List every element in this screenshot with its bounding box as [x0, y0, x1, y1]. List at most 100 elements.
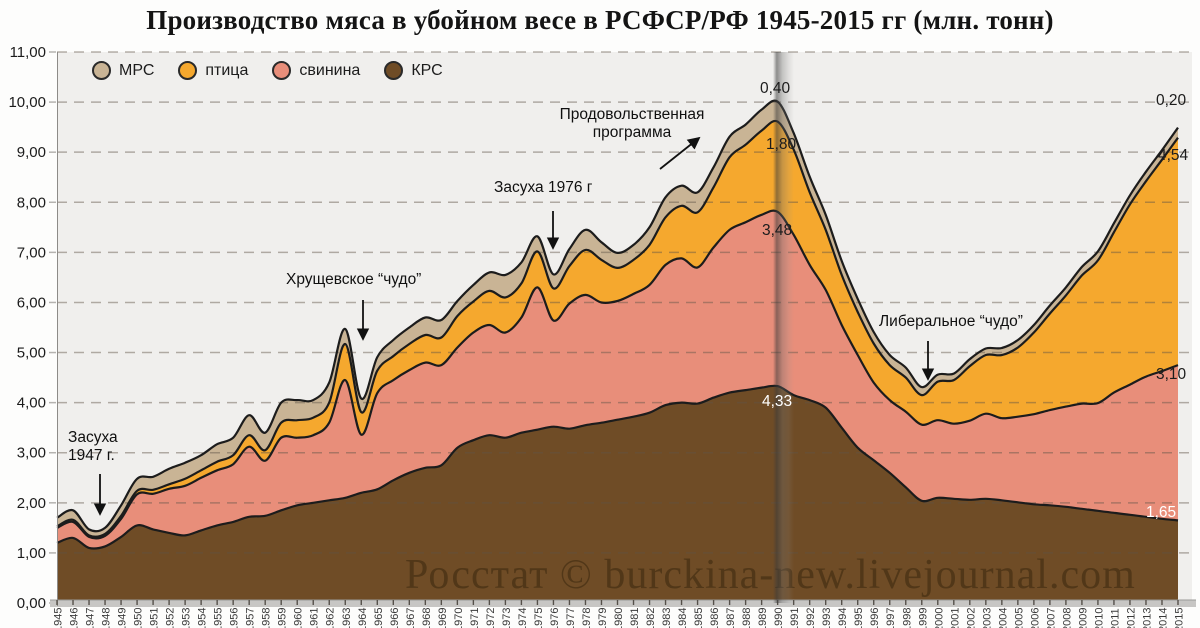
x-axis-label: 1987 — [725, 608, 737, 628]
legend-label: МРС — [119, 61, 155, 79]
y-axis-label: 0,00 — [17, 595, 46, 612]
x-axis-label: 1978 — [581, 608, 593, 628]
value-label-0,40: 0,40 — [760, 80, 791, 97]
value-label-4,33: 4,33 — [762, 393, 793, 410]
x-axis-label: 1999 — [917, 608, 929, 628]
y-axis-label: 5,00 — [17, 345, 46, 362]
x-axis-label: 1977 — [565, 608, 577, 628]
x-axis-label: 1998 — [901, 608, 913, 628]
boundary-КРС — [56, 384, 1179, 550]
x-axis-label: 1963 — [341, 608, 353, 628]
chart-title: Производство мяса в убойном весе в РСФСР… — [146, 5, 1054, 35]
annotation-drought-1947: Засуха 1947 г. — [68, 429, 118, 464]
x-axis-label: 1981 — [629, 608, 641, 628]
legend-label: свинина — [299, 61, 361, 79]
x-axis-label: 1992 — [805, 608, 817, 628]
legend-item-свинина: свинина — [272, 61, 360, 80]
chart-legend: МРС птица свинина КРС — [92, 61, 443, 80]
x-axis-label: 1965 — [373, 608, 385, 628]
x-axis-label: 2009 — [1077, 608, 1089, 628]
y-axis-label: 8,00 — [17, 194, 46, 211]
annotation-arrow-food-program — [659, 136, 701, 170]
x-axis-label: 1948 — [101, 608, 113, 628]
x-axis-label: 2006 — [1029, 608, 1041, 628]
value-label-4,54: 4,54 — [1158, 147, 1189, 164]
x-axis-label: 1949 — [117, 608, 129, 628]
legend-swatch-icon — [272, 61, 292, 80]
x-axis-label: 2004 — [997, 608, 1009, 628]
y-axis-label: 2,00 — [17, 495, 46, 512]
value-label-3,48: 3,48 — [762, 222, 793, 239]
x-axis-bar — [50, 600, 1196, 607]
x-axis-label: 1975 — [533, 608, 545, 628]
y-axis-label: 10,00 — [8, 94, 46, 111]
legend-swatch-icon — [178, 61, 198, 80]
legend-swatch-icon — [92, 61, 111, 80]
x-axis-label: 1958 — [261, 608, 273, 628]
annotation-liberal-miracle: Либеральное “чудо” — [879, 313, 1023, 330]
y-axis-label: 3,00 — [17, 445, 46, 462]
x-axis-label: 2000 — [933, 608, 945, 628]
y-axis-label: 9,00 — [17, 144, 46, 161]
x-axis-label: 1964 — [357, 608, 369, 628]
x-axis-label: 1966 — [389, 608, 401, 628]
value-label-1,80: 1,80 — [766, 136, 797, 153]
x-axis-label: 2008 — [1061, 608, 1073, 628]
x-axis-label: 1947 — [85, 608, 97, 628]
x-axis-label: 1959 — [277, 608, 289, 628]
x-axis-label: 1955 — [213, 608, 225, 628]
legend-label: птица — [205, 61, 249, 79]
x-axis-label: 1951 — [149, 608, 161, 628]
x-axis-label: 1969 — [437, 608, 449, 628]
y-axis-label: 1,00 — [17, 545, 46, 562]
annotation-drought-1976: Засуха 1976 г — [494, 179, 593, 196]
y-axis-label: 4,00 — [17, 395, 46, 412]
value-label-0,20: 0,20 — [1156, 92, 1187, 109]
x-axis-label: 2002 — [965, 608, 977, 628]
x-axis-label: 1994 — [837, 608, 849, 628]
x-axis-label: 1946 — [69, 608, 81, 628]
x-axis-label: 1962 — [325, 608, 337, 628]
x-axis-label: 1995 — [853, 608, 865, 628]
annotation-khrushchev-miracle: Хрущевское “чудо” — [286, 271, 422, 288]
x-axis-label: 1984 — [677, 608, 689, 628]
x-axis-label: 1953 — [181, 608, 193, 628]
value-label-1,65: 1,65 — [1146, 504, 1177, 521]
x-axis-label: 1982 — [645, 608, 657, 628]
legend-item-КРС: КРС — [384, 61, 443, 80]
x-axis-label: 2013 — [1141, 608, 1153, 628]
x-axis-label: 1980 — [613, 608, 625, 628]
x-axis-label: 1990 — [773, 608, 785, 628]
value-label-3,10: 3,10 — [1156, 366, 1187, 383]
x-axis-label: 2015 — [1174, 608, 1186, 628]
x-axis-label: 2001 — [949, 608, 961, 628]
watermark-text: Росстат © burckina-new.livejournal.com — [405, 552, 1136, 598]
x-axis-label: 1972 — [485, 608, 497, 628]
x-axis-label: 1952 — [165, 608, 177, 628]
x-axis-label: 1956 — [229, 608, 241, 628]
x-axis-label: 2012 — [1125, 608, 1137, 628]
annotation-food-program: Продовольственная программа — [559, 106, 705, 141]
x-axis-label: 1988 — [741, 608, 753, 628]
x-axis-label: 1985 — [693, 608, 705, 628]
x-axis-label: 2011 — [1109, 608, 1121, 628]
x-axis-label: 1989 — [757, 608, 769, 628]
y-axis-label: 11,00 — [10, 44, 46, 61]
x-axis-label: 1986 — [709, 608, 721, 628]
boundary-птица — [56, 119, 1179, 538]
x-axis-label: 1991 — [789, 608, 801, 628]
x-axis-label: 2010 — [1093, 608, 1105, 628]
boundary-свинина — [56, 209, 1179, 540]
x-axis-label: 1973 — [501, 608, 513, 628]
legend-item-птица: птица — [178, 61, 248, 80]
legend-item-МРС: МРС — [92, 61, 154, 80]
legend-swatch-icon — [384, 61, 404, 80]
x-axis-label: 1983 — [661, 608, 673, 628]
x-axis-label: 1971 — [469, 608, 481, 628]
x-axis-label: 1970 — [453, 608, 465, 628]
x-axis-label: 1979 — [597, 608, 609, 628]
x-axis-label: 2005 — [1013, 608, 1025, 628]
y-axis-label: 6,00 — [17, 294, 46, 311]
